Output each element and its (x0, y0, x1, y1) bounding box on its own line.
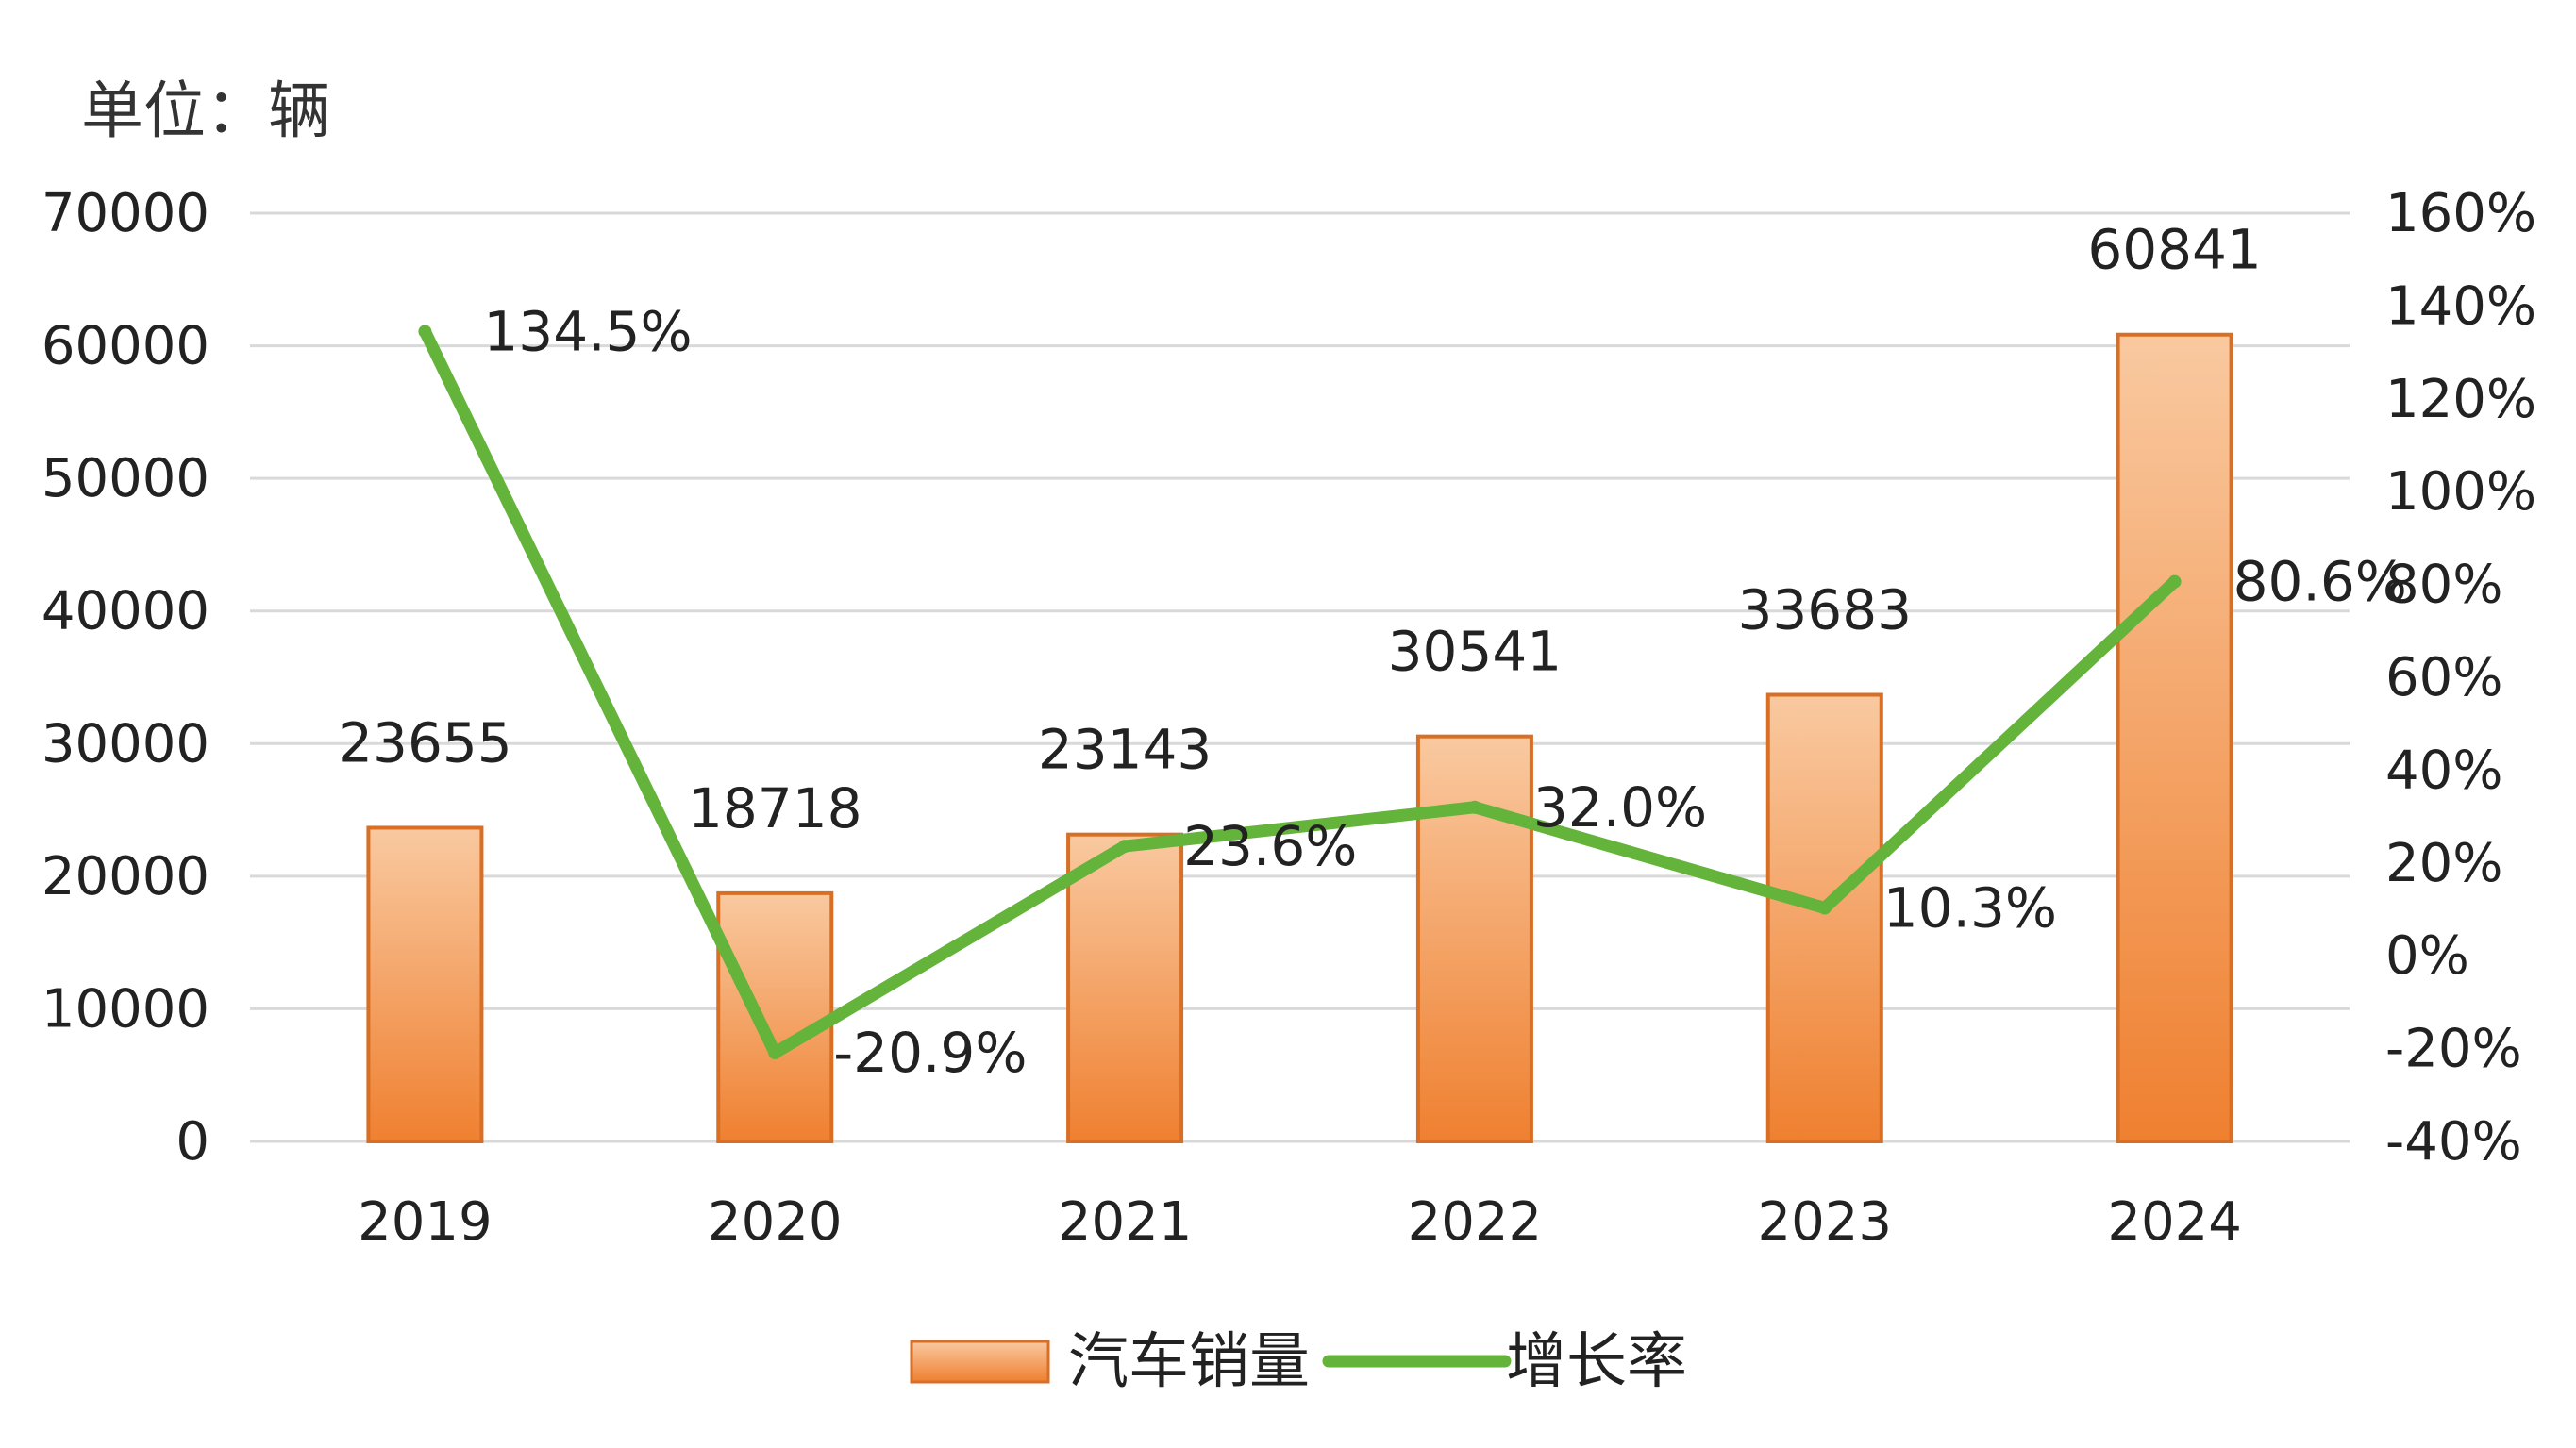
bar-value-label: 60841 (2087, 218, 2262, 282)
growth-point-2020 (768, 1046, 782, 1060)
legend-label-sales: 汽车销量 (1068, 1327, 1310, 1397)
left-axis-ticks: 0 10000 20000 30000 40000 50000 60000 70000 (42, 183, 209, 1173)
bar-2020 (716, 890, 834, 1144)
growth-value-label: 32.0% (1533, 775, 1707, 840)
unit-title: 单位：辆 (81, 75, 330, 147)
legend-label-growth: 增长率 (1506, 1327, 1687, 1397)
bar-value-label: 30541 (1388, 620, 1563, 684)
gridlines (250, 211, 2350, 1143)
bar-series (366, 332, 2233, 1144)
growth-value-label: -20.9% (833, 1021, 1027, 1085)
y-left-tick-label: 40000 (42, 581, 209, 642)
y-right-tick-label: -40% (2385, 1111, 2522, 1173)
line-series (418, 325, 2182, 1060)
y-right-tick-label: 120% (2385, 369, 2536, 430)
bar-value-label: 23143 (1038, 718, 1213, 782)
y-left-tick-label: 50000 (42, 448, 209, 509)
bar-value-label: 18718 (688, 776, 862, 841)
growth-value-label: 80.6% (2233, 550, 2407, 614)
legend-swatch-sales (910, 1340, 1050, 1384)
growth-value-label: 10.3% (1883, 876, 2057, 940)
y-right-tick-label: 0% (2385, 925, 2469, 987)
bar-2021 (1066, 832, 1184, 1143)
growth-point-2023 (1817, 901, 1832, 915)
y-left-tick-label: 10000 (42, 978, 209, 1040)
y-right-tick-label: 160% (2385, 183, 2536, 244)
bar-value-label: 33683 (1737, 578, 1912, 642)
bar-2019 (366, 825, 484, 1143)
x-tick-label: 2024 (2107, 1191, 2242, 1253)
x-tick-label: 2022 (1408, 1191, 1543, 1253)
bar-2022 (1415, 734, 1533, 1143)
growth-point-2022 (1467, 800, 1481, 814)
growth-value-label: 23.6% (1183, 814, 1357, 878)
growth-point-2021 (1118, 840, 1132, 854)
y-left-tick-label: 20000 (42, 846, 209, 907)
bar-2024 (2116, 332, 2233, 1143)
y-right-tick-label: -20% (2385, 1019, 2522, 1080)
x-tick-label: 2020 (708, 1191, 843, 1253)
y-right-tick-label: 60% (2385, 647, 2502, 708)
x-axis-ticks: 2019 2020 2021 2022 2023 2024 (358, 1191, 2242, 1253)
y-right-tick-label: 100% (2385, 461, 2536, 523)
y-right-tick-label: 40% (2385, 740, 2502, 801)
y-left-tick-label: 70000 (42, 183, 209, 244)
growth-point-2019 (418, 325, 432, 339)
y-right-tick-label: 20% (2385, 833, 2502, 894)
y-right-tick-label: 80% (2385, 555, 2502, 616)
data-labels: 23655 18718 23143 30541 33683 60841 134.5% -20.… (338, 218, 2407, 1085)
y-left-tick-label: 30000 (42, 713, 209, 774)
growth-line (418, 325, 2182, 1059)
bar-2023 (1765, 692, 1883, 1143)
x-tick-label: 2019 (358, 1191, 493, 1253)
legend: 汽车销量 增长率 (910, 1327, 1687, 1397)
y-left-tick-label: 60000 (42, 316, 209, 377)
right-axis-ticks: -40% -20% 0% 20% 40% 60% 80% 100% 120% 140% 160% (2385, 183, 2536, 1173)
growth-value-label: 134.5% (483, 299, 692, 363)
growth-point-2024 (2167, 574, 2182, 589)
bar-value-label: 23655 (338, 710, 512, 774)
y-right-tick-label: 140% (2385, 275, 2536, 337)
x-tick-label: 2023 (1757, 1191, 1892, 1253)
x-tick-label: 2021 (1058, 1191, 1193, 1253)
y-left-tick-label: 0 (176, 1111, 209, 1173)
